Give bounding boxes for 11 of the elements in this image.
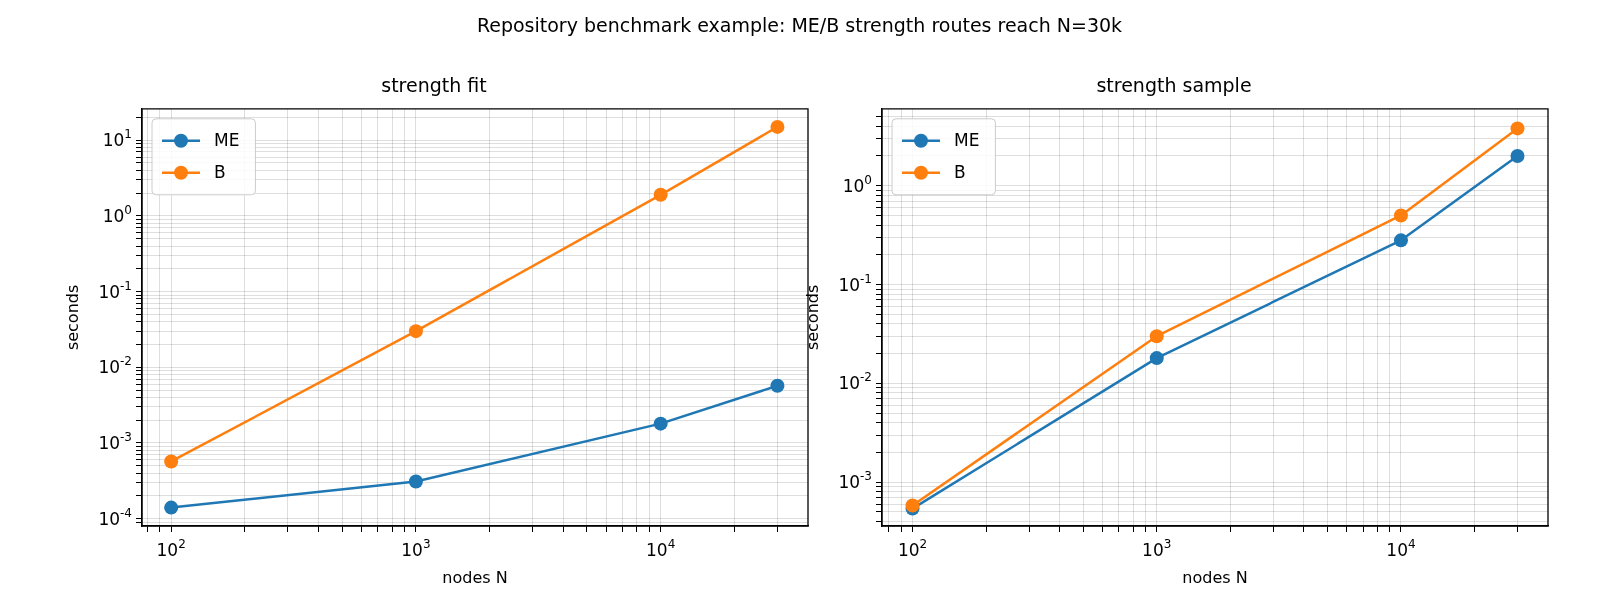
x-axis-title: nodes N xyxy=(442,567,508,587)
text: Repository benchmark example: ME/B strength routes reach N=30k xyxy=(475,14,1124,36)
chart-title: strength sample xyxy=(1096,74,1252,97)
chart-title: strength fit xyxy=(381,74,487,97)
legend-label: B xyxy=(214,162,226,183)
y-axis-title: seconds xyxy=(62,284,82,351)
y-axis-title: seconds xyxy=(802,284,822,351)
legend-label: B xyxy=(954,162,966,183)
x-axis-title: nodes N xyxy=(1182,567,1248,587)
legend-label: ME xyxy=(954,130,980,151)
legend-label: ME xyxy=(214,130,240,151)
